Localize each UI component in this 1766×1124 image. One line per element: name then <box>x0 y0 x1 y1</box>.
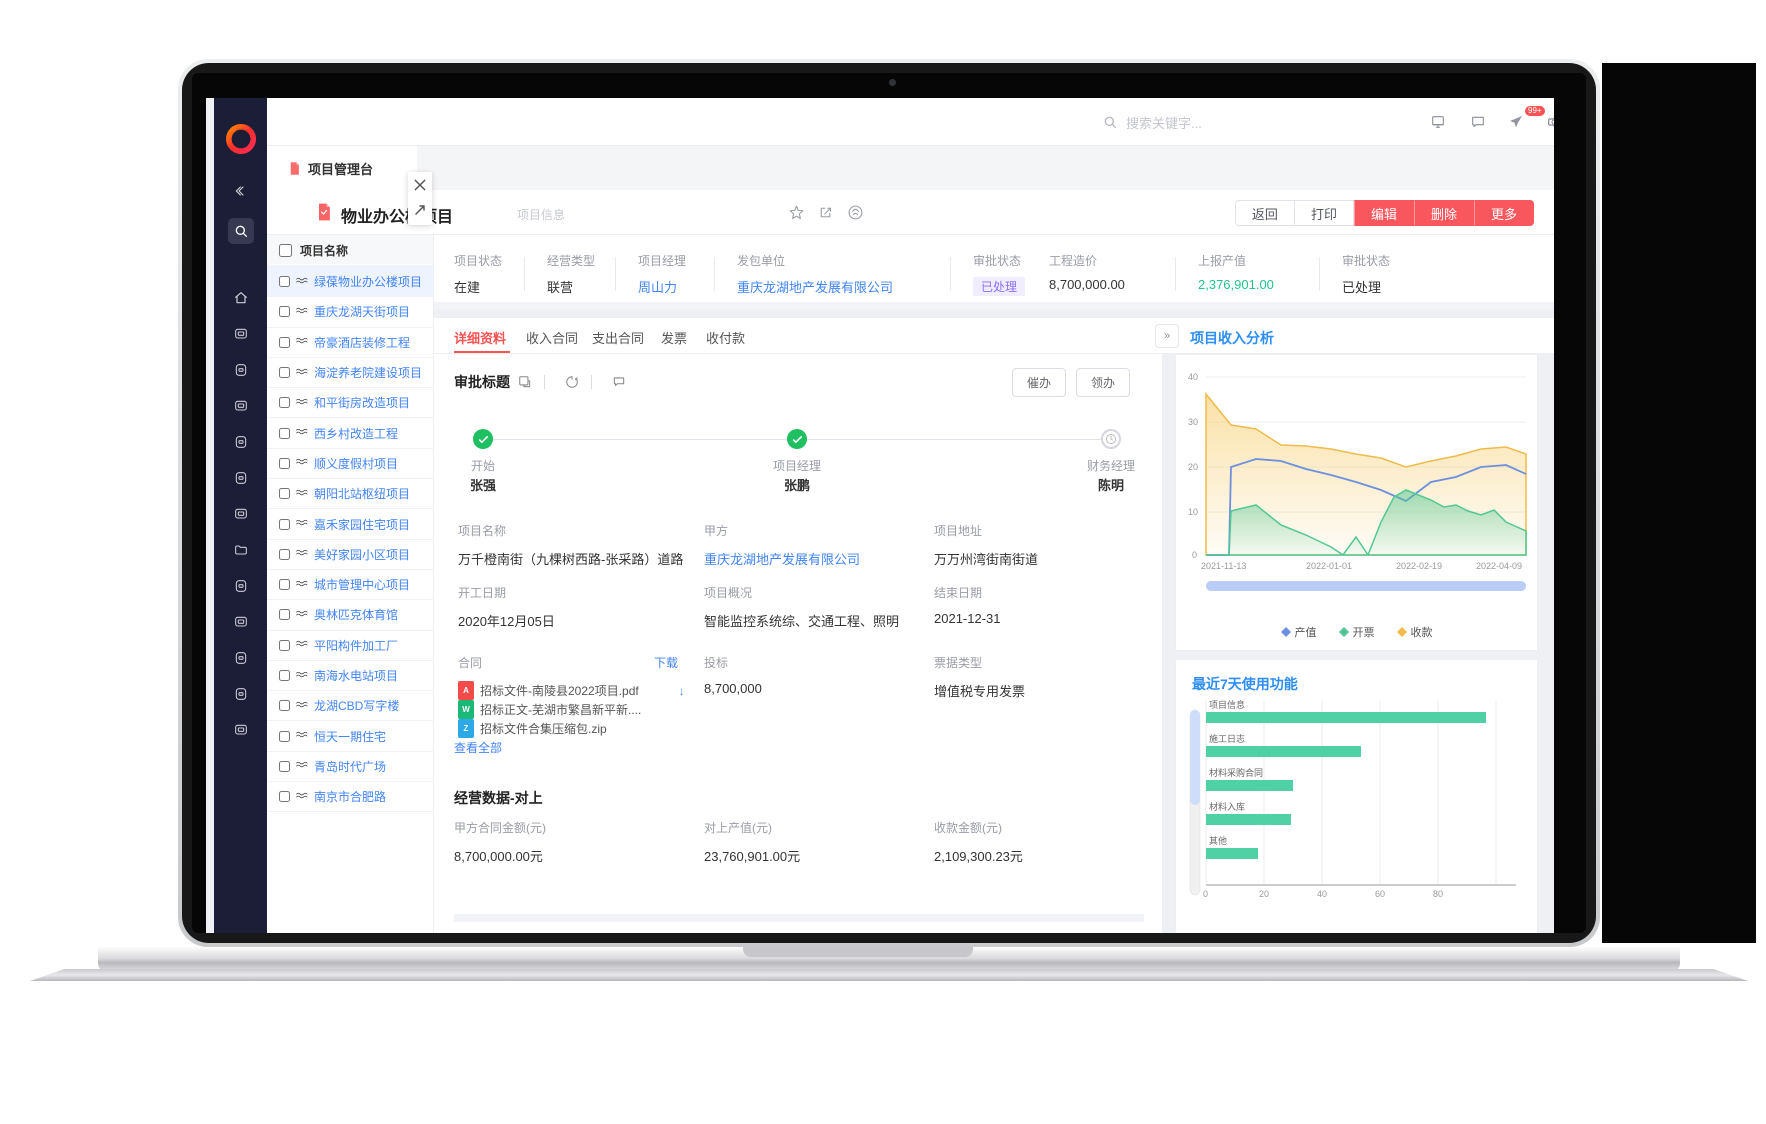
svg-text:其他: 其他 <box>1209 835 1227 846</box>
svg-text:2022-02-19: 2022-02-19 <box>1396 561 1442 571</box>
svg-text:2021-11-13: 2021-11-13 <box>1201 561 1246 571</box>
svg-text:20: 20 <box>1259 889 1269 899</box>
svg-text:60: 60 <box>1375 889 1385 899</box>
svg-text:项目信息: 项目信息 <box>1209 699 1245 710</box>
svg-text:2022-01-01: 2022-01-01 <box>1306 561 1352 571</box>
svg-text:20: 20 <box>1188 462 1198 472</box>
svg-text:材料入库: 材料入库 <box>1209 801 1245 812</box>
svg-text:30: 30 <box>1188 417 1198 427</box>
svg-text:40: 40 <box>1188 372 1198 382</box>
svg-text:40: 40 <box>1317 889 1327 899</box>
svg-text:2022-04-09: 2022-04-09 <box>1476 561 1522 571</box>
svg-text:10: 10 <box>1188 507 1198 517</box>
svg-text:0: 0 <box>1203 889 1208 899</box>
svg-text:80: 80 <box>1433 889 1443 899</box>
svg-text:材料采购合同: 材料采购合同 <box>1209 767 1263 778</box>
svg-text:0: 0 <box>1192 550 1197 560</box>
svg-text:施工日志: 施工日志 <box>1209 733 1245 744</box>
